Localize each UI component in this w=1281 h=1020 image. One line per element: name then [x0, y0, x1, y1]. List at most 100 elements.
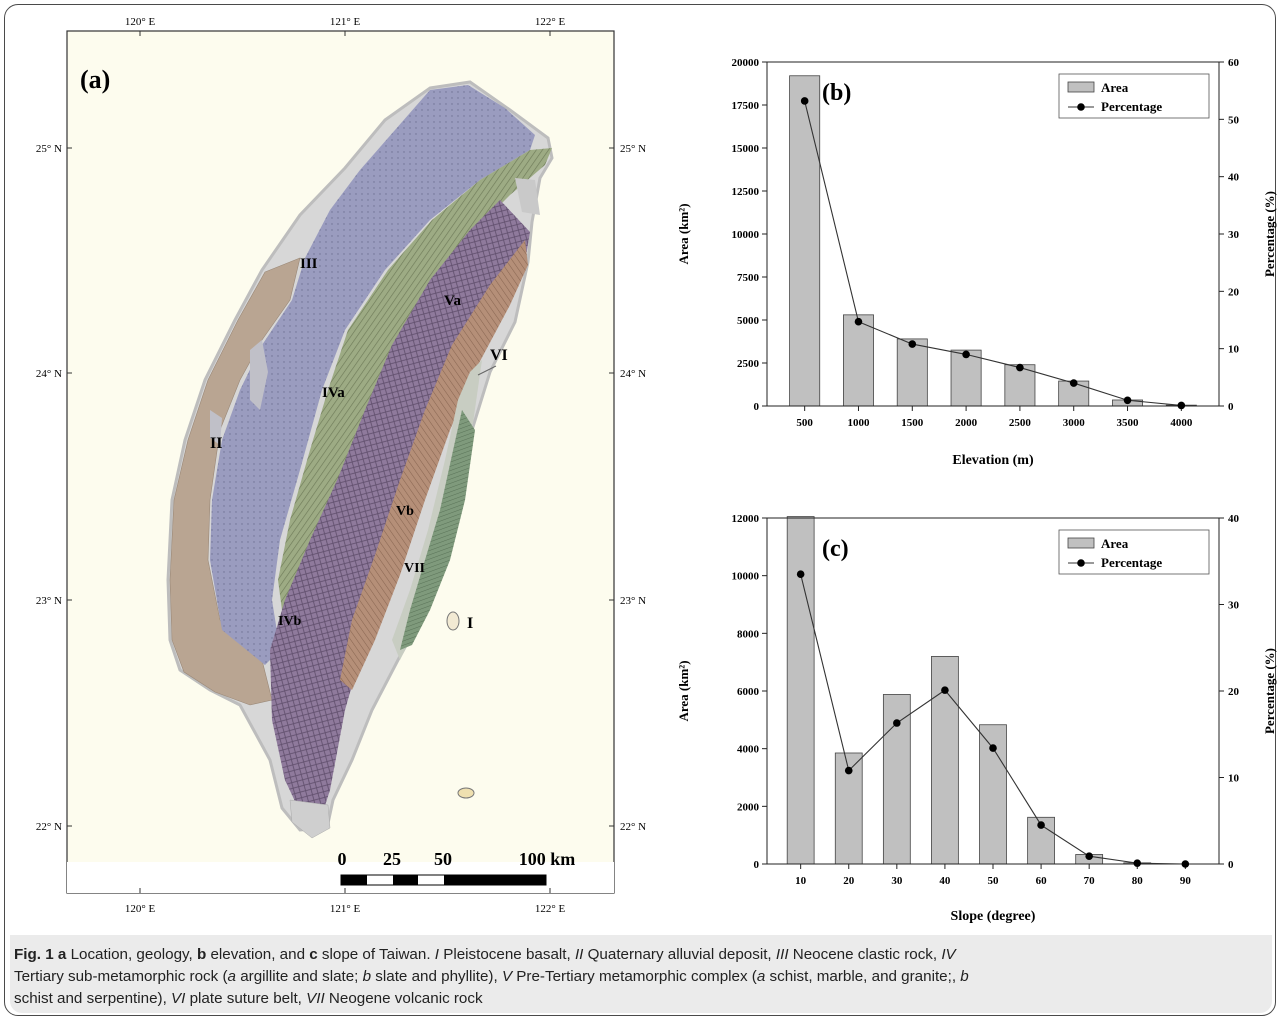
top-tick-label: 121° E [330, 16, 361, 28]
y-tick-label: 5000 [737, 315, 760, 327]
unit-label-iii: III [300, 256, 318, 272]
percentage-line [804, 100, 1182, 406]
legend-line-marker [1077, 103, 1085, 111]
top-tick-label: 120° E [125, 16, 156, 28]
percentage-point [893, 719, 901, 727]
y2-tick-label: 30 [1228, 600, 1240, 612]
y2-tick-label: 40 [1228, 513, 1240, 525]
left-lat-label: 24° N [36, 368, 62, 380]
y-tick-label: 8000 [737, 628, 760, 640]
percentage-point [854, 317, 863, 326]
x-tick-label: 60 [1036, 875, 1048, 887]
y-tick-label: 2000 [737, 801, 760, 813]
legend-percentage-label: Percentage [1101, 99, 1162, 114]
y-tick-label: 7500 [737, 272, 760, 284]
islet-i [446, 611, 460, 631]
x-axis-title: Slope (degree) [951, 909, 1036, 924]
chart-panel-label: (b) [822, 80, 851, 106]
map-top-ticks [67, 31, 614, 893]
percentage-point [941, 686, 949, 694]
y2-tick-label: 60 [1228, 57, 1240, 69]
legend-area-swatch [1067, 81, 1095, 93]
y2-tick-label: 20 [1228, 286, 1240, 298]
x-axis-title: Elevation (m) [952, 453, 1034, 468]
area-bar [786, 516, 815, 865]
legend-area-label: Area [1101, 536, 1129, 551]
percentage-point [962, 350, 970, 359]
y-tick-label: 17500 [732, 100, 760, 112]
legend-area-swatch [1067, 537, 1095, 549]
area-bar [789, 75, 821, 407]
unit-label-iva: IVa [322, 385, 345, 401]
scale-label: 0 [338, 849, 347, 869]
unit-label-vi: VI [490, 347, 508, 364]
y-tick-label: 6000 [737, 686, 760, 698]
y-axis-title: Area (km²) [676, 660, 691, 721]
unit-label-vb: Vb [396, 504, 414, 519]
y2-tick-label: 50 [1228, 114, 1240, 126]
percentage-point [800, 97, 809, 105]
y-tick-label: 15000 [732, 143, 760, 155]
x-tick-label: 40 [939, 875, 951, 887]
right-lat-label: 25° N [620, 143, 646, 155]
y-tick-label: 20000 [732, 57, 760, 69]
y2-tick-label: 10 [1228, 773, 1240, 785]
percentage-point [1181, 860, 1190, 868]
x-tick-label: 70 [1084, 875, 1096, 887]
islet-south [457, 787, 475, 799]
x-tick-label: 3000 [1063, 417, 1086, 429]
bottom-tick-label: 120° E [125, 903, 156, 915]
y-tick-label: 2500 [737, 358, 760, 370]
y-tick-label: 0 [754, 401, 760, 413]
left-lat-label: 23° N [36, 595, 62, 607]
right-lat-label: 22° N [620, 821, 646, 833]
x-tick-label: 2500 [1009, 417, 1032, 429]
y2-tick-label: 10 [1228, 344, 1240, 356]
y2-axis-title: Percentage (%) [1262, 648, 1277, 734]
y2-tick-label: 0 [1228, 859, 1234, 871]
legend-line-marker [1077, 559, 1085, 567]
percentage-point [1069, 379, 1078, 387]
x-tick-label: 20 [843, 875, 855, 887]
x-tick-label: 80 [1132, 875, 1144, 887]
x-tick-label: 1500 [901, 417, 924, 429]
y-tick-label: 12500 [732, 186, 760, 198]
caption-background [10, 935, 1272, 1013]
legend-box [1058, 73, 1210, 119]
legend-area-label: Area [1101, 80, 1129, 95]
percentage-point [908, 340, 917, 348]
percentage-point [1085, 852, 1093, 861]
y-axis-title: Area (km²) [676, 203, 691, 264]
y-tick-label: 10000 [732, 571, 760, 583]
left-lat-label: 25° N [36, 143, 62, 155]
slope-chart: 0 2000 4000 6000 8000 10000 12000 0 10 20 30 40 10 20… [676, 513, 1277, 924]
area-bar [843, 314, 874, 407]
x-tick-label: 1000 [847, 417, 870, 429]
y-tick-label: 0 [754, 859, 760, 871]
unit-label-ivb: IVb [278, 614, 302, 629]
x-tick-label: 90 [1180, 875, 1192, 887]
y-tick-label: 12000 [732, 513, 760, 525]
percentage-point [1037, 821, 1045, 829]
unit-label-i: I [467, 615, 473, 632]
area-bar [1004, 364, 1036, 407]
elevation-chart: 0 2500 5000 7500 10000 12500 15000 17500 20000 0 1… [676, 57, 1277, 468]
bottom-tick-label: 121° E [330, 903, 361, 915]
x-tick-label: 500 [796, 417, 813, 429]
unit-label-ii: II [210, 435, 222, 452]
geology-map: 120° E 121° E 122° E 120° E 121° E 122° … [36, 16, 646, 915]
percentage-point [844, 766, 853, 775]
bottom-tick-label: 122° E [535, 903, 566, 915]
legend-box [1058, 529, 1210, 575]
left-lat-label: 22° N [36, 821, 62, 833]
y-tick-label: 4000 [737, 744, 760, 756]
percentage-point [1133, 859, 1142, 867]
x-tick-label: 50 [988, 875, 1000, 887]
area-bar [950, 349, 982, 407]
y2-axis-title: Percentage (%) [1262, 191, 1277, 277]
x-tick-label: 30 [891, 875, 903, 887]
y2-tick-label: 30 [1228, 229, 1240, 241]
percentage-point [1016, 363, 1024, 372]
x-tick-label: 4000 [1170, 417, 1193, 429]
figure-caption: Fig. 1 a Location, geology, b elevation,… [14, 946, 969, 1007]
